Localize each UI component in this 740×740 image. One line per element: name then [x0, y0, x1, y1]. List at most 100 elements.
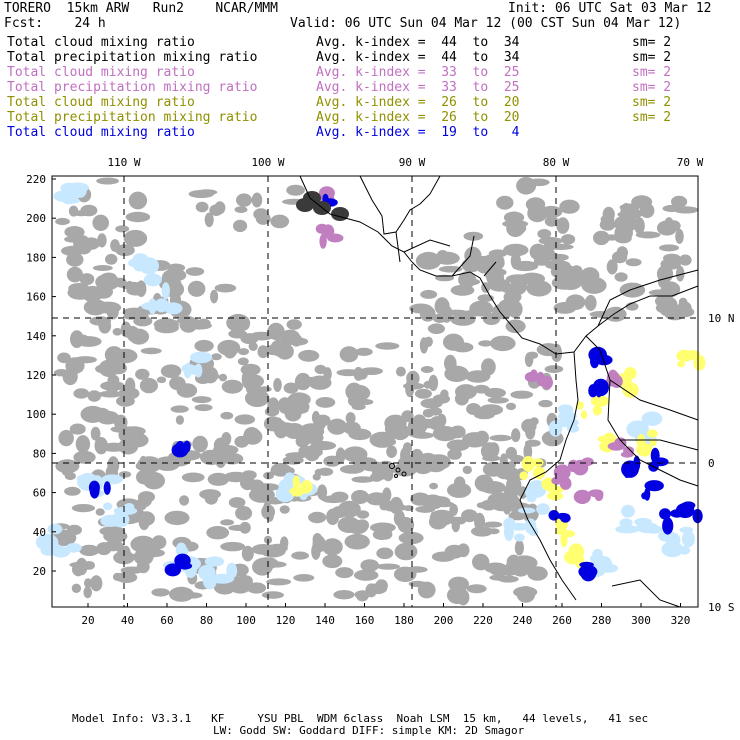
- cloud-patch: [233, 219, 248, 233]
- cloud-patch: [64, 226, 85, 239]
- cloud-patch: [487, 397, 509, 404]
- cloud-patch: [116, 395, 135, 407]
- light-blue-cloud: [103, 502, 113, 511]
- legend-k-index: Avg. k-index = 26 to 20: [316, 95, 520, 110]
- cloud-patch: [105, 253, 118, 265]
- cloud-patch: [138, 492, 153, 507]
- cloud-patch: [504, 562, 514, 577]
- cloud-patch: [263, 471, 275, 480]
- cloud-patch: [345, 382, 363, 401]
- light-blue-cloud: [514, 533, 525, 542]
- cloud-patch: [446, 586, 469, 604]
- cloud-patch: [216, 445, 239, 455]
- y-axis-labels: 20 40 60 80 100 120 140 160 180 200 220: [26, 173, 46, 578]
- legend-field: Total cloud mixing ratio: [7, 125, 195, 140]
- cloud-patch: [270, 214, 290, 229]
- light-blue-cloud: [634, 517, 652, 526]
- yellow-cloud: [602, 440, 611, 453]
- cloud-patch: [395, 366, 406, 377]
- cloud-patch: [475, 255, 493, 274]
- cloud-patch: [382, 468, 394, 482]
- yellow-cloud: [622, 382, 639, 398]
- cloud-patch: [287, 392, 311, 407]
- dark-cloud: [296, 198, 314, 212]
- cloud-patch: [428, 514, 448, 530]
- cloud-patch: [120, 321, 132, 338]
- cloud-patch: [444, 354, 457, 372]
- blue-cloud: [88, 480, 100, 495]
- cloud-patch: [376, 547, 394, 560]
- cloud-patch: [246, 582, 267, 594]
- cloud-patch: [110, 425, 132, 433]
- cloud-patch: [55, 459, 80, 474]
- graticule: [52, 176, 698, 607]
- yellow-cloud: [581, 410, 588, 420]
- y-tick-label: 120: [26, 369, 46, 382]
- cloud-patch: [249, 331, 274, 341]
- cloud-patch: [351, 476, 375, 483]
- cloud-patch: [140, 347, 162, 355]
- cloud-patch: [489, 434, 512, 442]
- cloud-patch: [449, 516, 463, 526]
- light-blue-cloud: [204, 556, 225, 567]
- cloud-patch: [218, 373, 228, 382]
- cloud-patch: [424, 336, 433, 347]
- cloud-patch: [64, 471, 76, 481]
- cloud-patch: [663, 253, 681, 263]
- cloud-patch: [481, 358, 496, 376]
- cloud-patch: [221, 452, 244, 465]
- cloud-patch: [287, 337, 309, 346]
- cloud-patch: [524, 352, 534, 368]
- cloud-patch: [252, 558, 273, 576]
- cloud-patch: [228, 524, 249, 532]
- cloud-patch: [323, 455, 342, 467]
- x-tick-label: 300: [631, 614, 651, 627]
- light-blue-cloud: [517, 507, 536, 514]
- y-tick-label: 60: [33, 487, 46, 500]
- x-tick-label: 80: [200, 614, 213, 627]
- cloud-patch: [506, 476, 522, 494]
- yellow-cloud: [555, 528, 568, 535]
- light-blue-cloud: [176, 542, 187, 556]
- cloud-patch: [330, 491, 349, 503]
- purple-cloud: [607, 441, 626, 451]
- cloud-patch: [524, 439, 541, 447]
- cloud-patch: [93, 284, 113, 299]
- cloud-patch: [434, 297, 450, 315]
- cloud-patch: [68, 205, 79, 217]
- cloud-patch: [291, 551, 309, 560]
- light-blue-cloud: [185, 364, 196, 375]
- y-tick-label: 200: [26, 212, 46, 225]
- cloud-patch: [356, 510, 370, 519]
- x-tick-label: 40: [121, 614, 134, 627]
- cloud-patch: [311, 542, 321, 560]
- cloud-patch: [639, 203, 655, 219]
- cloud-patch: [199, 489, 222, 500]
- cloud-patch: [80, 204, 98, 217]
- cloud-patch: [604, 306, 627, 322]
- yellow-cloud: [597, 436, 607, 442]
- cloud-patch: [244, 389, 270, 408]
- cloud-patch: [181, 472, 205, 483]
- cloud-patch: [679, 254, 692, 266]
- cloud-patch: [383, 500, 402, 512]
- light-blue-cloud: [558, 411, 577, 422]
- cloud-patch: [98, 390, 123, 398]
- cloud-patch: [417, 581, 436, 599]
- x-tick-label: 20: [81, 614, 94, 627]
- blue-cloud: [175, 440, 185, 452]
- legend-smoothing: sm= 2: [632, 110, 672, 125]
- cloud-patch: [345, 412, 356, 425]
- cloud-patch: [514, 539, 525, 556]
- cloud-patch: [333, 590, 355, 600]
- cloud-patch: [84, 578, 93, 588]
- cloud-patch: [614, 272, 628, 282]
- blue-cloud: [633, 455, 641, 472]
- cloud-patch: [156, 376, 167, 384]
- yellow-cloud: [636, 443, 653, 457]
- cloud-patch: [593, 230, 610, 246]
- cloud-patch: [128, 328, 150, 345]
- cloud-patch: [361, 461, 385, 472]
- cloud-patch: [409, 303, 433, 314]
- forecast-hour: Fcst: 24 h: [4, 16, 106, 31]
